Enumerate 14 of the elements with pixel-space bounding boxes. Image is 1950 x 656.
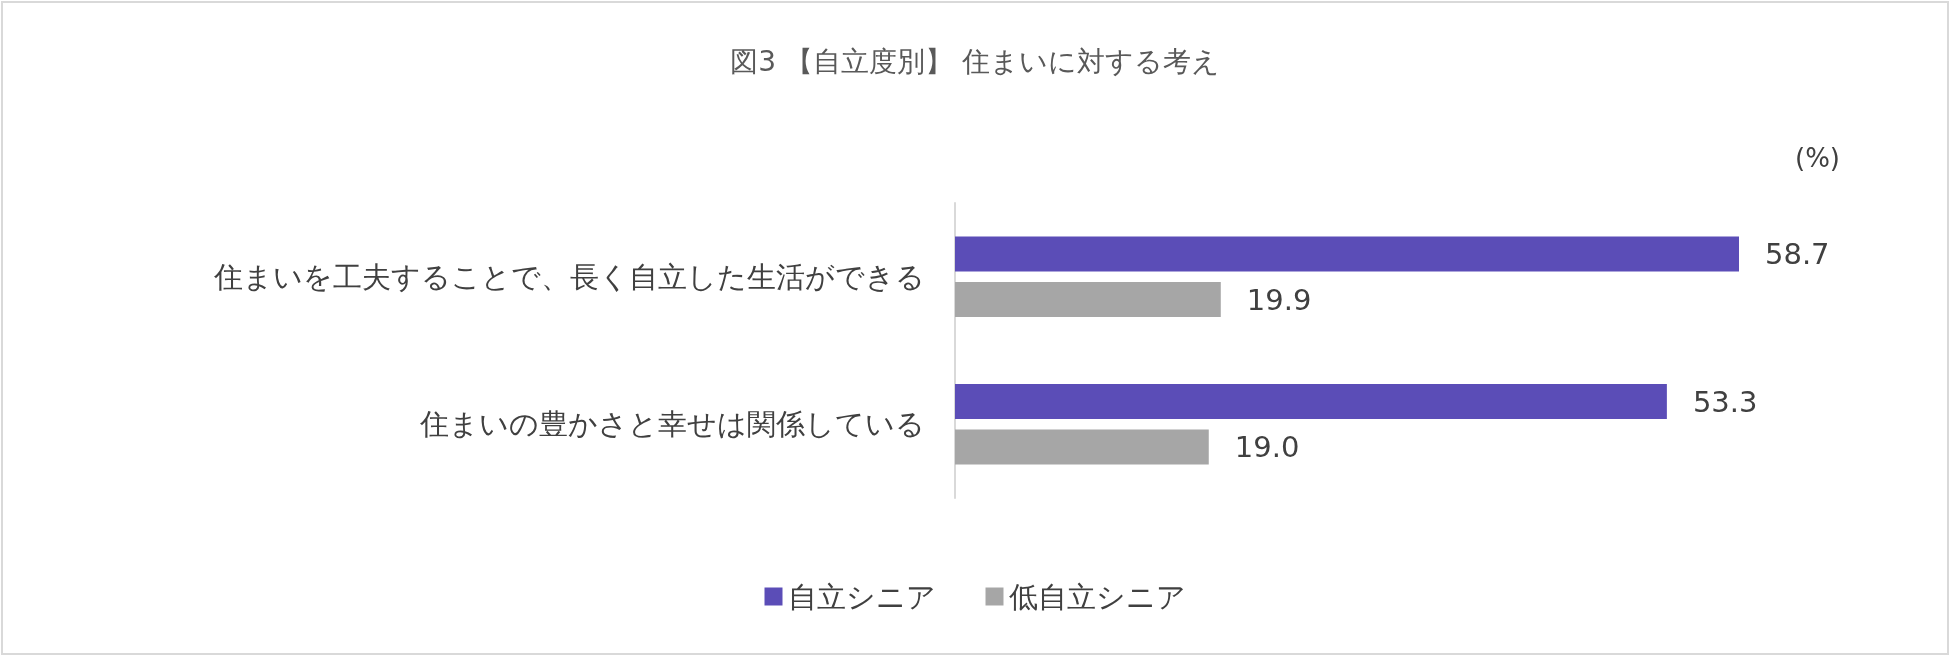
bar xyxy=(955,282,1221,317)
bar xyxy=(955,236,1739,272)
legend-label: 自立シニア xyxy=(787,579,936,614)
y-tick-label: 住まいを工夫することで、長く自立した生活ができる xyxy=(213,259,925,294)
y-tick-label: 住まいの豊かさと幸せは関係している xyxy=(419,407,925,442)
bar xyxy=(955,384,1667,419)
data-label: 53.3 xyxy=(1692,384,1758,419)
data-label: 19.0 xyxy=(1234,430,1300,464)
data-label: 58.7 xyxy=(1765,237,1830,271)
text: (%) xyxy=(1795,143,1841,173)
data-label: 19.9 xyxy=(1246,282,1312,317)
chart-title: 図3 【自立度別】 住まいに対する考え xyxy=(730,44,1220,78)
legend-label: 低自立シニア xyxy=(1008,579,1186,614)
bar xyxy=(955,429,1209,465)
